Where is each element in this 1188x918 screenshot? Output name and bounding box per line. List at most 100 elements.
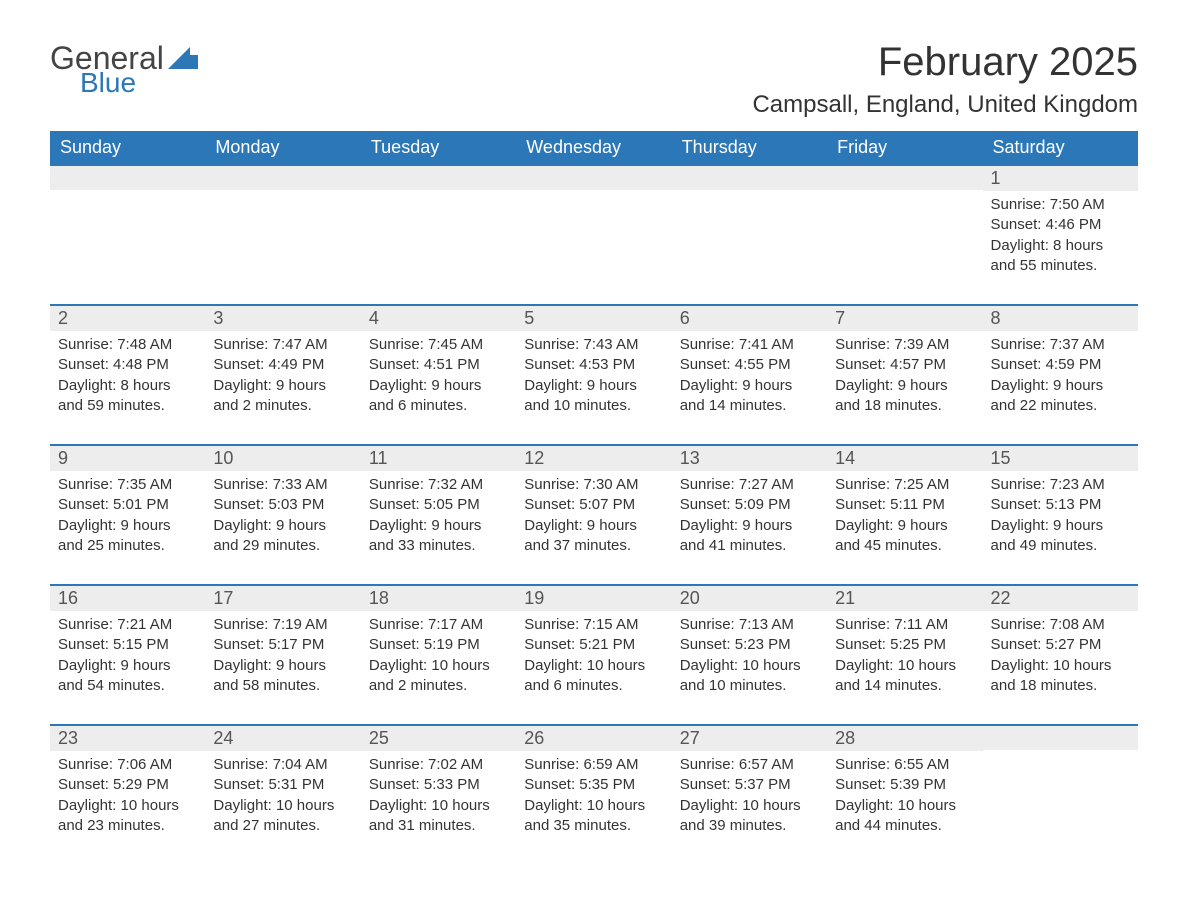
empty-day-bar: [672, 166, 827, 190]
sunrise-text: Sunrise: 7:35 AM: [58, 475, 197, 495]
sunset-text: Sunset: 5:05 PM: [369, 495, 508, 515]
week-row: 1Sunrise: 7:50 AMSunset: 4:46 PMDaylight…: [50, 165, 1138, 305]
sunrise-text: Sunrise: 7:23 AM: [991, 475, 1130, 495]
day-number: 3: [205, 306, 360, 331]
empty-day-bar: [827, 166, 982, 190]
empty-day-bar: [205, 166, 360, 190]
day-cell: 13Sunrise: 7:27 AMSunset: 5:09 PMDayligh…: [672, 445, 827, 585]
day-number: 1: [983, 166, 1138, 191]
brand-logo: General Blue: [50, 40, 198, 99]
day-number: 25: [361, 726, 516, 751]
sunrise-text: Sunrise: 7:27 AM: [680, 475, 819, 495]
day-number: 27: [672, 726, 827, 751]
day-details: Sunrise: 7:47 AMSunset: 4:49 PMDaylight:…: [205, 331, 360, 444]
day-number: 17: [205, 586, 360, 611]
day-details: Sunrise: 7:35 AMSunset: 5:01 PMDaylight:…: [50, 471, 205, 584]
daylight-text: Daylight: 9 hours and 22 minutes.: [991, 376, 1130, 417]
day-details: Sunrise: 7:45 AMSunset: 4:51 PMDaylight:…: [361, 331, 516, 444]
day-number: 5: [516, 306, 671, 331]
empty-day-bar: [50, 166, 205, 190]
sunset-text: Sunset: 5:03 PM: [213, 495, 352, 515]
day-number: 22: [983, 586, 1138, 611]
day-details: Sunrise: 7:02 AMSunset: 5:33 PMDaylight:…: [361, 751, 516, 864]
sunrise-text: Sunrise: 7:41 AM: [680, 335, 819, 355]
daylight-text: Daylight: 10 hours and 6 minutes.: [524, 656, 663, 697]
day-details: Sunrise: 7:33 AMSunset: 5:03 PMDaylight:…: [205, 471, 360, 584]
daylight-text: Daylight: 9 hours and 14 minutes.: [680, 376, 819, 417]
sunrise-text: Sunrise: 7:37 AM: [991, 335, 1130, 355]
daylight-text: Daylight: 9 hours and 54 minutes.: [58, 656, 197, 697]
daylight-text: Daylight: 9 hours and 18 minutes.: [835, 376, 974, 417]
day-cell: 8Sunrise: 7:37 AMSunset: 4:59 PMDaylight…: [983, 305, 1138, 445]
empty-day-bar: [361, 166, 516, 190]
day-cell: 16 Sunrise: 7:21 AMSunset: 5:15 PMDayligh…: [50, 585, 205, 725]
day-cell: [827, 165, 982, 305]
empty-day-bar: [516, 166, 671, 190]
daylight-text: Daylight: 8 hours and 55 minutes.: [991, 236, 1130, 277]
day-header: Friday: [827, 131, 982, 165]
day-number: 11: [361, 446, 516, 471]
daylight-text: Daylight: 9 hours and 45 minutes.: [835, 516, 974, 557]
day-number: 26: [516, 726, 671, 751]
day-header: Wednesday: [516, 131, 671, 165]
day-details: Sunrise: 7:25 AMSunset: 5:11 PMDaylight:…: [827, 471, 982, 584]
daylight-text: Daylight: 10 hours and 31 minutes.: [369, 796, 508, 837]
daylight-text: Daylight: 9 hours and 37 minutes.: [524, 516, 663, 557]
day-cell: 5Sunrise: 7:43 AMSunset: 4:53 PMDaylight…: [516, 305, 671, 445]
day-details: Sunrise: 7:48 AMSunset: 4:48 PMDaylight:…: [50, 331, 205, 444]
daylight-text: Daylight: 10 hours and 18 minutes.: [991, 656, 1130, 697]
day-cell: 22Sunrise: 7:08 AMSunset: 5:27 PMDayligh…: [983, 585, 1138, 725]
day-details: Sunrise: 7:06 AMSunset: 5:29 PMDaylight:…: [50, 751, 205, 864]
day-number: 16: [50, 586, 205, 611]
day-cell: 19Sunrise: 7:15 AMSunset: 5:21 PMDayligh…: [516, 585, 671, 725]
daylight-text: Daylight: 9 hours and 33 minutes.: [369, 516, 508, 557]
daylight-text: Daylight: 10 hours and 39 minutes.: [680, 796, 819, 837]
sunrise-text: Sunrise: 7:17 AM: [369, 615, 508, 635]
day-cell: 25Sunrise: 7:02 AMSunset: 5:33 PMDayligh…: [361, 725, 516, 864]
day-details: Sunrise: 6:55 AMSunset: 5:39 PMDaylight:…: [827, 751, 982, 864]
day-details: Sunrise: 7:23 AMSunset: 5:13 PMDaylight:…: [983, 471, 1138, 584]
day-details: Sunrise: 7:08 AMSunset: 5:27 PMDaylight:…: [983, 611, 1138, 724]
month-title: February 2025: [752, 40, 1138, 85]
sunset-text: Sunset: 5:31 PM: [213, 775, 352, 795]
day-details: Sunrise: 7:17 AMSunset: 5:19 PMDaylight:…: [361, 611, 516, 724]
empty-day-bar: [983, 726, 1138, 750]
sunset-text: Sunset: 5:15 PM: [58, 635, 197, 655]
day-number: 19: [516, 586, 671, 611]
day-cell: [361, 165, 516, 305]
sunset-text: Sunset: 5:25 PM: [835, 635, 974, 655]
sunset-text: Sunset: 5:11 PM: [835, 495, 974, 515]
day-cell: 1Sunrise: 7:50 AMSunset: 4:46 PMDaylight…: [983, 165, 1138, 305]
sunrise-text: Sunrise: 7:32 AM: [369, 475, 508, 495]
sunrise-text: Sunrise: 7:15 AM: [524, 615, 663, 635]
day-number: 12: [516, 446, 671, 471]
sunset-text: Sunset: 5:35 PM: [524, 775, 663, 795]
daylight-text: Daylight: 9 hours and 49 minutes.: [991, 516, 1130, 557]
day-cell: 2Sunrise: 7:48 AMSunset: 4:48 PMDaylight…: [50, 305, 205, 445]
day-cell: 28Sunrise: 6:55 AMSunset: 5:39 PMDayligh…: [827, 725, 982, 864]
day-details: Sunrise: 7:27 AMSunset: 5:09 PMDaylight:…: [672, 471, 827, 584]
days-of-week-header: SundayMondayTuesdayWednesdayThursdayFrid…: [50, 131, 1138, 165]
daylight-text: Daylight: 8 hours and 59 minutes.: [58, 376, 197, 417]
day-details: Sunrise: 7:15 AMSunset: 5:21 PMDaylight:…: [516, 611, 671, 724]
day-cell: 4Sunrise: 7:45 AMSunset: 4:51 PMDaylight…: [361, 305, 516, 445]
day-header: Monday: [205, 131, 360, 165]
sunrise-text: Sunrise: 7:39 AM: [835, 335, 974, 355]
sunset-text: Sunset: 5:01 PM: [58, 495, 197, 515]
day-number: 7: [827, 306, 982, 331]
week-row: 16Sunrise: 7:21 AMSunset: 5:15 PMDayligh…: [50, 585, 1138, 725]
day-number: 14: [827, 446, 982, 471]
day-number: 10: [205, 446, 360, 471]
day-cell: 10Sunrise: 7:33 AMSunset: 5:03 PMDayligh…: [205, 445, 360, 585]
sunrise-text: Sunrise: 7:43 AM: [524, 335, 663, 355]
sunrise-text: Sunrise: 7:21 AM: [58, 615, 197, 635]
location-subtitle: Campsall, England, United Kingdom: [752, 91, 1138, 119]
day-number: 21: [827, 586, 982, 611]
sunset-text: Sunset: 5:39 PM: [835, 775, 974, 795]
day-number: 23: [50, 726, 205, 751]
sunset-text: Sunset: 4:51 PM: [369, 355, 508, 375]
day-number: 18: [361, 586, 516, 611]
day-cell: 9Sunrise: 7:35 AMSunset: 5:01 PMDaylight…: [50, 445, 205, 585]
sunset-text: Sunset: 5:09 PM: [680, 495, 819, 515]
daylight-text: Daylight: 10 hours and 23 minutes.: [58, 796, 197, 837]
